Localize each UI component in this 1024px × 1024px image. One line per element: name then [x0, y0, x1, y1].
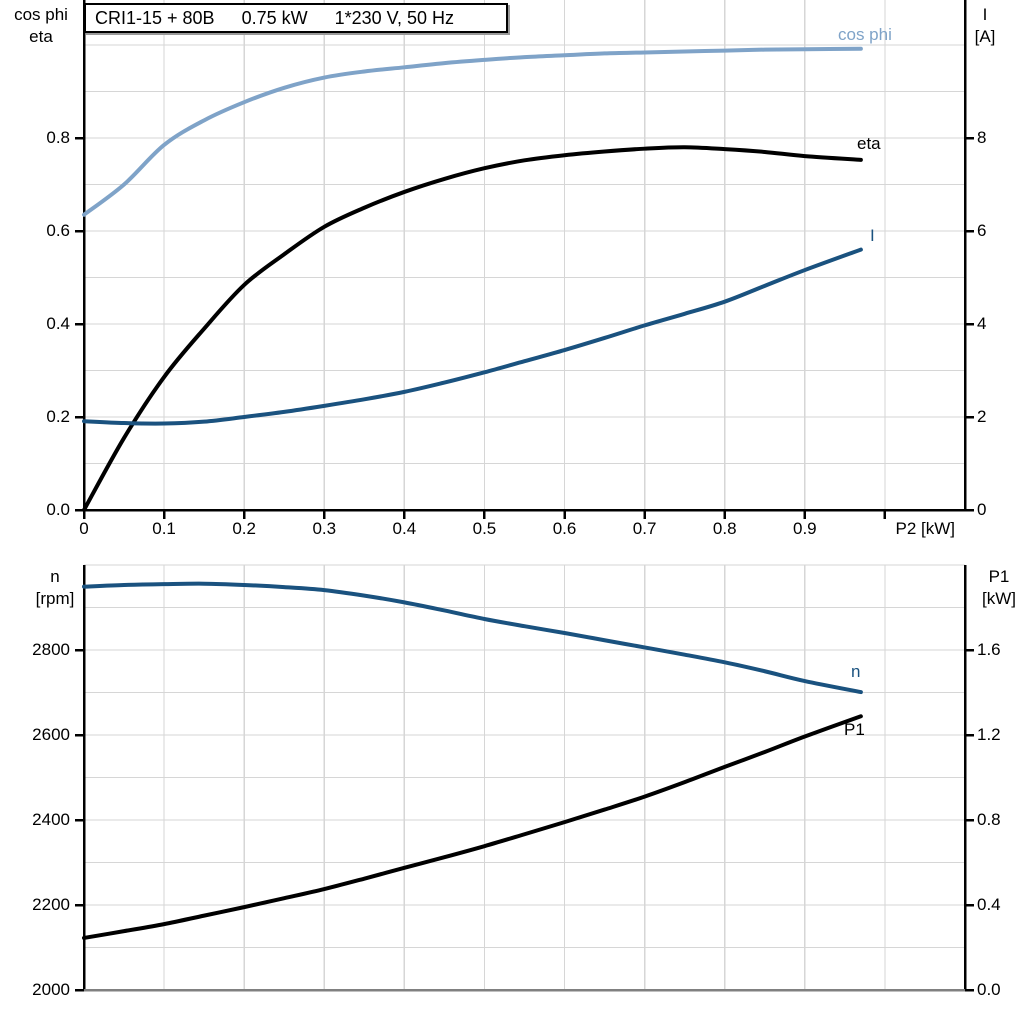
- curve-p1: [82, 714, 863, 940]
- curve-i: [82, 247, 863, 426]
- curve-eta: [82, 145, 863, 512]
- curve-cos-phi: [82, 46, 863, 217]
- curve-n: [82, 581, 863, 695]
